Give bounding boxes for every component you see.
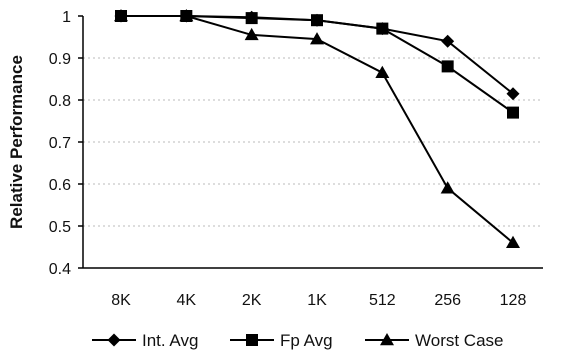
legend-item: Int. Avg (92, 331, 198, 350)
x-tick-label: 512 (369, 292, 396, 309)
legend-marker (246, 334, 258, 346)
data-point (245, 10, 259, 24)
y-tick-label: 1 (62, 9, 71, 26)
legend-item: Fp Avg (230, 331, 333, 350)
series-line (121, 15, 514, 244)
data-point (441, 34, 455, 48)
legend-marker (107, 333, 121, 347)
data-point (375, 65, 390, 78)
data-point (506, 87, 520, 101)
data-point (440, 181, 455, 194)
y-tick-label: 0.5 (49, 219, 71, 236)
y-tick-label: 0.4 (49, 261, 71, 278)
x-tick-label: 4K (177, 292, 197, 309)
y-axis-label: Relative Performance (7, 55, 26, 229)
data-point (506, 235, 520, 249)
legend: Int. Avg Fp Avg Worst Case (92, 331, 504, 350)
x-tick-label: 8K (111, 292, 131, 309)
data-point (244, 27, 259, 41)
legend-label: Int. Avg (142, 331, 198, 350)
y-tick-label: 0.7 (49, 135, 71, 152)
axes (78, 15, 543, 269)
data-point (375, 22, 389, 36)
x-tick-label: 128 (500, 292, 527, 309)
x-tick-labels: 8K 4K 2K 1K 512 256 128 (111, 292, 526, 309)
series-markers (114, 9, 520, 249)
legend-label: Worst Case (415, 331, 504, 350)
data-point (507, 106, 519, 119)
x-tick-label: 1K (307, 292, 327, 309)
data-point (179, 9, 193, 23)
y-tick-label: 0.8 (49, 93, 71, 110)
series-line (121, 15, 514, 114)
data-point (441, 60, 454, 73)
data-point (310, 13, 324, 27)
legend-marker (380, 333, 394, 346)
legend-label: Fp Avg (280, 331, 333, 350)
y-tick-label: 0.6 (49, 177, 71, 194)
data-point (310, 32, 324, 45)
series-lines (121, 15, 514, 244)
data-point (114, 9, 128, 23)
legend-item: Worst Case (365, 331, 504, 350)
x-tick-label: 2K (242, 292, 262, 309)
y-tick-label: 0.9 (49, 51, 71, 68)
grid-lines (83, 57, 543, 227)
series-line (121, 15, 514, 95)
x-tick-label: 256 (434, 292, 461, 309)
y-tick-labels: 0.4 0.5 0.6 0.7 0.8 0.9 1 (49, 9, 71, 278)
